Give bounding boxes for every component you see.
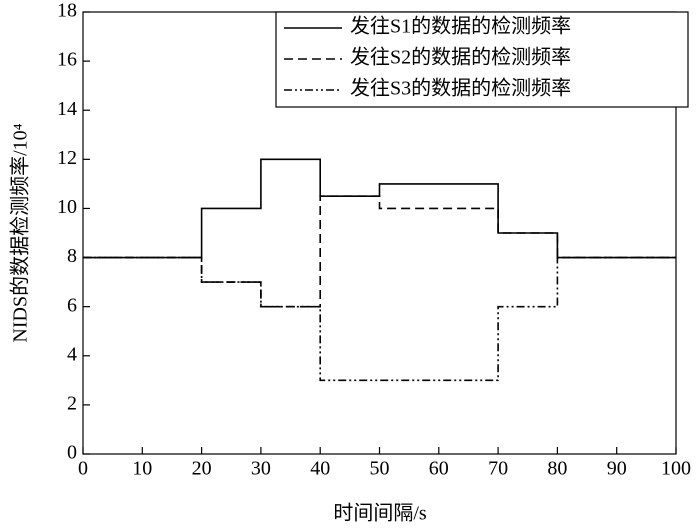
y-axis-label: NIDS的数据检测频率/10⁴	[9, 123, 32, 342]
series-line	[83, 195, 676, 308]
x-tick-label: 90	[607, 458, 627, 480]
series-line	[83, 256, 676, 382]
y-tick-label: 0	[67, 442, 77, 464]
legend-label: 发往S3的数据的检测频率	[350, 77, 571, 100]
legend-box	[275, 11, 689, 108]
y-tick-label: 16	[57, 49, 77, 71]
x-tick-label: 50	[370, 458, 390, 480]
y-tick-label: 18	[57, 0, 77, 22]
y-tick-label: 2	[67, 392, 77, 414]
x-tick-label: 40	[310, 458, 330, 480]
x-tick-label: 10	[132, 458, 152, 480]
x-tick-label: 30	[251, 458, 271, 480]
x-tick-label: 60	[429, 458, 449, 480]
legend-label: 发往S1的数据的检测频率	[350, 15, 571, 38]
x-tick-label: 80	[547, 458, 567, 480]
x-axis-label: 时间间隔/s	[333, 502, 427, 525]
x-tick-label: 20	[192, 458, 212, 480]
legend-label: 发往S2的数据的检测频率	[350, 46, 571, 69]
y-tick-label: 6	[67, 294, 77, 316]
x-tick-label: 0	[78, 458, 88, 480]
y-tick-label: 10	[57, 196, 77, 218]
y-tick-label: 12	[57, 147, 77, 169]
y-tick-label: 14	[57, 98, 77, 120]
x-tick-label: 70	[488, 458, 508, 480]
x-tick-label: 100	[661, 458, 691, 480]
y-tick-label: 4	[67, 343, 77, 365]
y-tick-label: 8	[67, 245, 77, 267]
